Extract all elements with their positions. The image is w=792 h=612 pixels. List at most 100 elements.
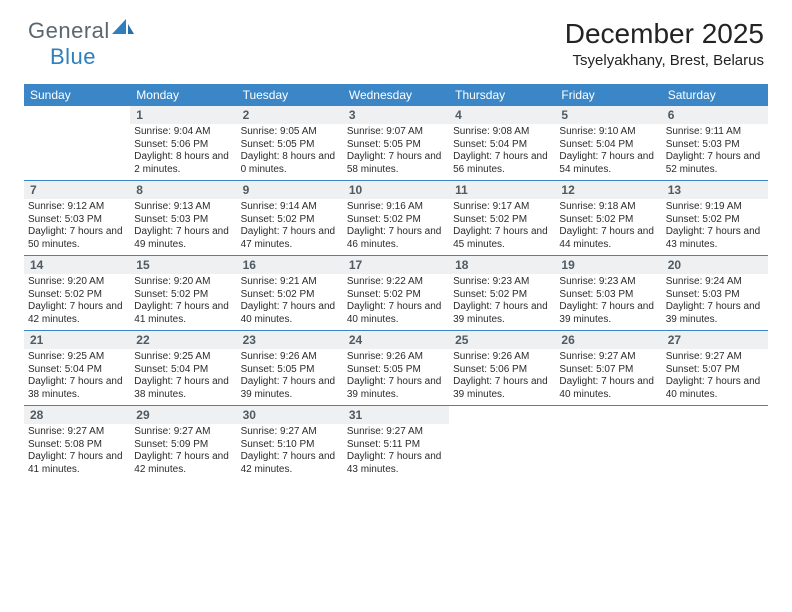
day-details: Sunrise: 9:25 AMSunset: 5:04 PMDaylight:… <box>130 349 236 405</box>
daylight-text: Daylight: 7 hours and 40 minutes. <box>559 376 657 401</box>
sunrise-text: Sunrise: 9:16 AM <box>347 201 445 214</box>
weeks-container: 1Sunrise: 9:04 AMSunset: 5:06 PMDaylight… <box>24 106 768 480</box>
sunset-text: Sunset: 5:07 PM <box>559 364 657 377</box>
sunrise-text: Sunrise: 9:26 AM <box>241 351 339 364</box>
day-details: Sunrise: 9:17 AMSunset: 5:02 PMDaylight:… <box>449 199 555 255</box>
week-row: 14Sunrise: 9:20 AMSunset: 5:02 PMDayligh… <box>24 256 768 331</box>
sunset-text: Sunset: 5:03 PM <box>666 289 764 302</box>
day-cell: 14Sunrise: 9:20 AMSunset: 5:02 PMDayligh… <box>24 256 130 330</box>
sunrise-text: Sunrise: 9:27 AM <box>241 426 339 439</box>
sunset-text: Sunset: 5:07 PM <box>666 364 764 377</box>
day-cell: 7Sunrise: 9:12 AMSunset: 5:03 PMDaylight… <box>24 181 130 255</box>
calendar: SundayMondayTuesdayWednesdayThursdayFrid… <box>24 84 768 480</box>
daylight-text: Daylight: 7 hours and 42 minutes. <box>28 301 126 326</box>
day-details: Sunrise: 9:26 AMSunset: 5:05 PMDaylight:… <box>237 349 343 405</box>
day-number: 3 <box>343 106 449 124</box>
day-cell: 28Sunrise: 9:27 AMSunset: 5:08 PMDayligh… <box>24 406 130 480</box>
day-cell <box>662 406 768 480</box>
day-details: Sunrise: 9:23 AMSunset: 5:03 PMDaylight:… <box>555 274 661 330</box>
daylight-text: Daylight: 7 hours and 45 minutes. <box>453 226 551 251</box>
week-row: 1Sunrise: 9:04 AMSunset: 5:06 PMDaylight… <box>24 106 768 181</box>
day-number: 24 <box>343 331 449 349</box>
sunset-text: Sunset: 5:04 PM <box>134 364 232 377</box>
sunrise-text: Sunrise: 9:07 AM <box>347 126 445 139</box>
day-number: 14 <box>24 256 130 274</box>
sunset-text: Sunset: 5:05 PM <box>241 364 339 377</box>
day-details: Sunrise: 9:13 AMSunset: 5:03 PMDaylight:… <box>130 199 236 255</box>
day-cell <box>555 406 661 480</box>
sunrise-text: Sunrise: 9:10 AM <box>559 126 657 139</box>
sunrise-text: Sunrise: 9:19 AM <box>666 201 764 214</box>
daylight-text: Daylight: 7 hours and 39 minutes. <box>453 301 551 326</box>
day-cell: 11Sunrise: 9:17 AMSunset: 5:02 PMDayligh… <box>449 181 555 255</box>
day-cell: 12Sunrise: 9:18 AMSunset: 5:02 PMDayligh… <box>555 181 661 255</box>
day-number: 21 <box>24 331 130 349</box>
sunrise-text: Sunrise: 9:23 AM <box>453 276 551 289</box>
sunrise-text: Sunrise: 9:27 AM <box>28 426 126 439</box>
day-number: 17 <box>343 256 449 274</box>
daylight-text: Daylight: 7 hours and 38 minutes. <box>28 376 126 401</box>
day-number: 20 <box>662 256 768 274</box>
day-details: Sunrise: 9:20 AMSunset: 5:02 PMDaylight:… <box>130 274 236 330</box>
day-number: 4 <box>449 106 555 124</box>
sunset-text: Sunset: 5:06 PM <box>453 364 551 377</box>
daylight-text: Daylight: 7 hours and 43 minutes. <box>666 226 764 251</box>
day-cell: 9Sunrise: 9:14 AMSunset: 5:02 PMDaylight… <box>237 181 343 255</box>
day-number: 26 <box>555 331 661 349</box>
weekday-header: Sunday <box>24 84 130 106</box>
daylight-text: Daylight: 7 hours and 44 minutes. <box>559 226 657 251</box>
daylight-text: Daylight: 7 hours and 46 minutes. <box>347 226 445 251</box>
logo-sail-icon <box>112 18 134 34</box>
day-cell: 8Sunrise: 9:13 AMSunset: 5:03 PMDaylight… <box>130 181 236 255</box>
day-cell: 26Sunrise: 9:27 AMSunset: 5:07 PMDayligh… <box>555 331 661 405</box>
daylight-text: Daylight: 7 hours and 40 minutes. <box>347 301 445 326</box>
sunrise-text: Sunrise: 9:13 AM <box>134 201 232 214</box>
day-details: Sunrise: 9:10 AMSunset: 5:04 PMDaylight:… <box>555 124 661 180</box>
day-details: Sunrise: 9:27 AMSunset: 5:07 PMDaylight:… <box>662 349 768 405</box>
month-title: December 2025 <box>565 18 764 50</box>
sunset-text: Sunset: 5:02 PM <box>453 289 551 302</box>
sunset-text: Sunset: 5:09 PM <box>134 439 232 452</box>
sunrise-text: Sunrise: 9:04 AM <box>134 126 232 139</box>
location-text: Tsyelyakhany, Brest, Belarus <box>565 52 764 69</box>
day-cell: 22Sunrise: 9:25 AMSunset: 5:04 PMDayligh… <box>130 331 236 405</box>
weekday-header: Wednesday <box>343 84 449 106</box>
weekday-header-row: SundayMondayTuesdayWednesdayThursdayFrid… <box>24 84 768 106</box>
daylight-text: Daylight: 7 hours and 41 minutes. <box>28 451 126 476</box>
day-cell: 15Sunrise: 9:20 AMSunset: 5:02 PMDayligh… <box>130 256 236 330</box>
sunset-text: Sunset: 5:02 PM <box>666 214 764 227</box>
day-number: 11 <box>449 181 555 199</box>
day-number: 1 <box>130 106 236 124</box>
sunrise-text: Sunrise: 9:26 AM <box>347 351 445 364</box>
sunrise-text: Sunrise: 9:25 AM <box>28 351 126 364</box>
day-cell: 1Sunrise: 9:04 AMSunset: 5:06 PMDaylight… <box>130 106 236 180</box>
day-details: Sunrise: 9:05 AMSunset: 5:05 PMDaylight:… <box>237 124 343 180</box>
day-details: Sunrise: 9:26 AMSunset: 5:06 PMDaylight:… <box>449 349 555 405</box>
day-number: 22 <box>130 331 236 349</box>
day-cell: 30Sunrise: 9:27 AMSunset: 5:10 PMDayligh… <box>237 406 343 480</box>
day-cell: 10Sunrise: 9:16 AMSunset: 5:02 PMDayligh… <box>343 181 449 255</box>
weekday-header: Saturday <box>662 84 768 106</box>
header: General Blue December 2025 Tsyelyakhany,… <box>0 0 792 78</box>
day-cell: 16Sunrise: 9:21 AMSunset: 5:02 PMDayligh… <box>237 256 343 330</box>
daylight-text: Daylight: 7 hours and 42 minutes. <box>134 451 232 476</box>
day-number: 16 <box>237 256 343 274</box>
daylight-text: Daylight: 8 hours and 2 minutes. <box>134 151 232 176</box>
day-details: Sunrise: 9:22 AMSunset: 5:02 PMDaylight:… <box>343 274 449 330</box>
day-details: Sunrise: 9:07 AMSunset: 5:05 PMDaylight:… <box>343 124 449 180</box>
day-details: Sunrise: 9:27 AMSunset: 5:11 PMDaylight:… <box>343 424 449 480</box>
sunset-text: Sunset: 5:02 PM <box>241 214 339 227</box>
day-cell: 17Sunrise: 9:22 AMSunset: 5:02 PMDayligh… <box>343 256 449 330</box>
sunrise-text: Sunrise: 9:27 AM <box>666 351 764 364</box>
daylight-text: Daylight: 7 hours and 47 minutes. <box>241 226 339 251</box>
day-details: Sunrise: 9:18 AMSunset: 5:02 PMDaylight:… <box>555 199 661 255</box>
day-number: 19 <box>555 256 661 274</box>
sunset-text: Sunset: 5:03 PM <box>559 289 657 302</box>
day-details: Sunrise: 9:04 AMSunset: 5:06 PMDaylight:… <box>130 124 236 180</box>
day-details: Sunrise: 9:25 AMSunset: 5:04 PMDaylight:… <box>24 349 130 405</box>
day-number: 2 <box>237 106 343 124</box>
sunrise-text: Sunrise: 9:27 AM <box>347 426 445 439</box>
day-details: Sunrise: 9:08 AMSunset: 5:04 PMDaylight:… <box>449 124 555 180</box>
day-cell: 2Sunrise: 9:05 AMSunset: 5:05 PMDaylight… <box>237 106 343 180</box>
sunset-text: Sunset: 5:02 PM <box>453 214 551 227</box>
